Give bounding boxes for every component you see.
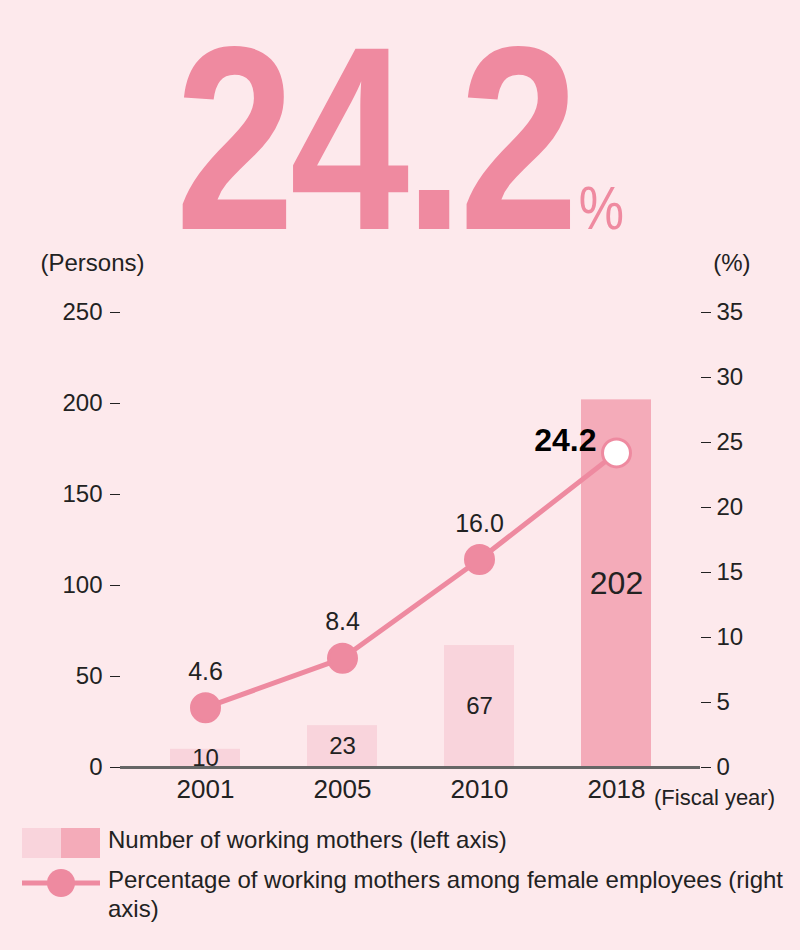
- svg-text:24.2: 24.2: [534, 422, 596, 458]
- svg-text:100: 100: [62, 571, 102, 598]
- svg-text:10: 10: [717, 623, 744, 650]
- html-text:Percentage of working mothers: Percentage of working mothers among fema…: [108, 866, 783, 922]
- svg-text:200: 200: [62, 389, 102, 416]
- svg-text:250: 250: [62, 298, 102, 325]
- svg-text:8.4: 8.4: [325, 607, 360, 635]
- svg-text:16.0: 16.0: [455, 509, 504, 537]
- svg-text:23: 23: [329, 732, 356, 759]
- svg-text:202: 202: [590, 565, 643, 601]
- svg-text:150: 150: [62, 480, 102, 507]
- svg-text:20: 20: [717, 493, 744, 520]
- svg-text:67: 67: [466, 692, 493, 719]
- svg-text:2005: 2005: [314, 774, 372, 804]
- svg-text:35: 35: [717, 298, 744, 325]
- svg-text:0: 0: [717, 753, 730, 780]
- svg-text:10: 10: [192, 744, 219, 771]
- svg-text:15: 15: [717, 558, 744, 585]
- svg-text:50: 50: [76, 662, 103, 689]
- svg-text:2010: 2010: [451, 774, 509, 804]
- svg-text:30: 30: [717, 363, 744, 390]
- svg-text:5: 5: [717, 688, 730, 715]
- html-text:Number of working mothers (lef: Number of working mothers (left axis): [108, 826, 507, 853]
- svg-text:(%): (%): [713, 249, 750, 276]
- svg-text:4.6: 4.6: [188, 657, 223, 685]
- svg-text:(Persons): (Persons): [41, 249, 145, 276]
- svg-text:2001: 2001: [177, 774, 235, 804]
- html-text:(Fiscal year): (Fiscal year): [654, 785, 775, 810]
- svg-text:25: 25: [717, 428, 744, 455]
- svg-text:2018: 2018: [588, 774, 646, 804]
- svg-text:0: 0: [89, 753, 102, 780]
